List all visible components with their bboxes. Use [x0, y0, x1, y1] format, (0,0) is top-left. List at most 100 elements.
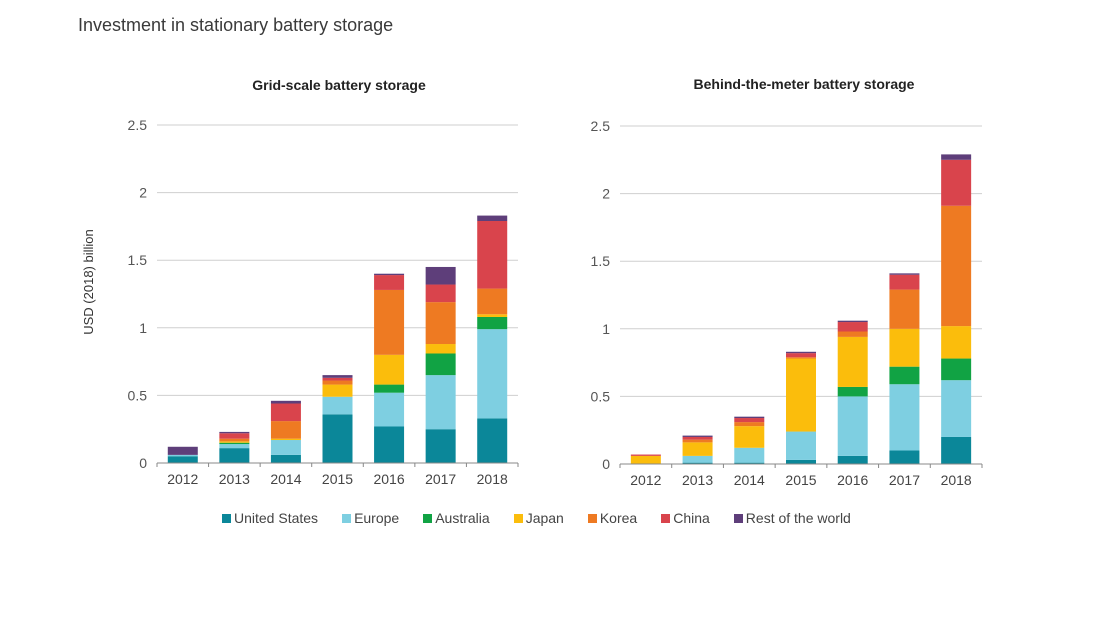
- x-tick-label: 2017: [425, 471, 456, 487]
- legend: United States Europe Australia Japan Korea Ch…: [222, 510, 875, 526]
- bar-segment-europe-2018: [477, 329, 508, 419]
- bar-segment-korea-2016: [374, 289, 405, 355]
- y-tick-label: 2.5: [128, 117, 148, 133]
- legend-label: Australia: [435, 510, 490, 526]
- x-tick-label: 2013: [219, 471, 250, 487]
- legend-swatch: [587, 513, 597, 523]
- bar-segment-united-states-2014: [734, 462, 765, 464]
- chart-panel-2: Behind-the-meter battery storage 0 0.5 1 1.5…: [591, 76, 983, 488]
- bar-segment-united-states-2017: [889, 450, 920, 464]
- bar-segment-korea-2018: [941, 205, 972, 327]
- y-tick-label: 0.5: [128, 387, 148, 403]
- bar-segment-united-states-2018: [941, 436, 972, 464]
- bar-segment-china-2018: [941, 159, 972, 206]
- bar-segment-europe-2016: [374, 392, 405, 427]
- bar-segment-europe-2017: [889, 384, 920, 451]
- bar-segment-united-states-2016: [837, 455, 868, 464]
- bar-segment-japan-2012: [630, 455, 661, 464]
- y-tick-label: 2.5: [591, 118, 611, 134]
- bar-segment-united-states-2012: [167, 456, 198, 463]
- bar-segment-united-states-2015: [322, 414, 353, 463]
- bar-segment-europe-2017: [425, 375, 456, 430]
- bar-segment-china-2014: [270, 403, 301, 422]
- legend-label: China: [673, 510, 710, 526]
- bar-segment-korea-2014: [734, 422, 765, 427]
- bar-segment-korea-2018: [477, 288, 508, 315]
- bar-segment-united-states-2018: [477, 418, 508, 463]
- x-tick-label: 2018: [941, 472, 972, 488]
- bar-segment-australia-2018: [941, 358, 972, 381]
- bar-segment-australia-2017: [889, 366, 920, 385]
- bar-segment-japan-2017: [425, 344, 456, 354]
- legend-swatch: [222, 513, 231, 523]
- bar-segment-japan-2016: [374, 354, 405, 385]
- bar-segment-china-2013: [219, 433, 250, 439]
- bar-segment-japan-2016: [837, 336, 868, 387]
- bar-segment-rest-of-the-world-2015: [322, 375, 353, 378]
- bar-segment-rest-of-the-world-2016: [837, 320, 868, 323]
- bar-segment-korea-2013: [219, 438, 250, 442]
- bar-segment-korea-2013: [682, 439, 713, 443]
- chart-title: Behind-the-meter battery storage: [694, 76, 915, 92]
- bar-segment-rest-of-the-world-2013: [682, 435, 713, 437]
- bar-segment-united-states-2015: [786, 459, 816, 464]
- bar-segment-united-states-2016: [374, 426, 405, 463]
- bar-segment-australia-2016: [837, 386, 868, 397]
- bar-segment-china-2016: [374, 275, 405, 290]
- bar-segment-korea-2017: [425, 302, 456, 345]
- bar-segment-rest-of-the-world-2017: [425, 266, 456, 285]
- bar-segment-china-2017: [889, 274, 920, 290]
- legend-label: Europe: [354, 510, 400, 526]
- bar-segment-korea-2014: [270, 421, 301, 439]
- bar-segment-japan-2015: [786, 358, 816, 432]
- bar-segment-europe-2013: [682, 455, 713, 463]
- bar-segment-rest-of-the-world-2014: [270, 400, 301, 404]
- x-tick-label: 2012: [167, 471, 198, 487]
- bar-segment-australia-2016: [374, 384, 405, 393]
- legend-item-europe: Europe: [342, 510, 399, 526]
- x-tick-label: 2014: [270, 471, 301, 487]
- bar-segment-united-states-2017: [425, 429, 456, 463]
- bar-segment-rest-of-the-world-2014: [734, 416, 765, 419]
- y-tick-label: 0: [602, 456, 610, 472]
- bar-segment-china-2015: [322, 377, 353, 381]
- bar-segment-japan-2018: [477, 314, 508, 317]
- bar-segment-japan-2014: [734, 426, 765, 448]
- page-title: Investment in stationary battery storage: [78, 15, 394, 35]
- bar-segment-europe-2015: [786, 431, 816, 460]
- x-tick-label: 2016: [373, 471, 404, 487]
- x-tick-label: 2012: [630, 472, 661, 488]
- bar-segment-europe-2015: [322, 396, 353, 415]
- bar-segment-rest-of-the-world-2013: [219, 431, 250, 434]
- bar-segment-japan-2014: [270, 438, 301, 441]
- legend-label: United States: [234, 510, 319, 526]
- bar-segment-japan-2013: [219, 441, 250, 443]
- bar-segment-china-2015: [786, 353, 816, 358]
- bar-segment-korea-2017: [889, 289, 920, 329]
- bar-segment-australia-2013: [219, 442, 250, 445]
- bar-segment-japan-2015: [322, 384, 353, 397]
- legend-swatch: [342, 513, 352, 523]
- legend-label: Korea: [599, 510, 638, 526]
- bar-segment-rest-of-the-world-2017: [889, 273, 920, 275]
- bar-segment-rest-of-the-world-2018: [477, 215, 508, 221]
- bar-segment-rest-of-the-world-2016: [374, 273, 405, 276]
- x-tick-label: 2017: [889, 472, 920, 488]
- legend-item-australia: Australia: [423, 510, 490, 526]
- legend-swatch: [513, 513, 523, 523]
- legend-swatch: [423, 513, 433, 523]
- x-tick-label: 2015: [785, 472, 816, 488]
- y-tick-label: 2: [602, 186, 610, 202]
- bar-segment-united-states-2013: [219, 448, 250, 463]
- bar-segment-rest-of-the-world-2015: [786, 351, 816, 354]
- legend-label: Rest of the world: [745, 510, 851, 526]
- legend-item-korea: Korea: [587, 510, 638, 526]
- legend-item-rest-of-the-world: Rest of the world: [733, 510, 851, 526]
- bar-segment-australia-2018: [477, 316, 508, 330]
- x-tick-label: 2018: [477, 471, 508, 487]
- bar-segment-china-2014: [734, 418, 765, 423]
- legend-item-united-states: United States: [222, 510, 318, 526]
- chart-title: Grid-scale battery storage: [252, 77, 426, 93]
- bar-segment-europe-2014: [734, 447, 765, 463]
- bar-segment-china-2018: [477, 220, 508, 289]
